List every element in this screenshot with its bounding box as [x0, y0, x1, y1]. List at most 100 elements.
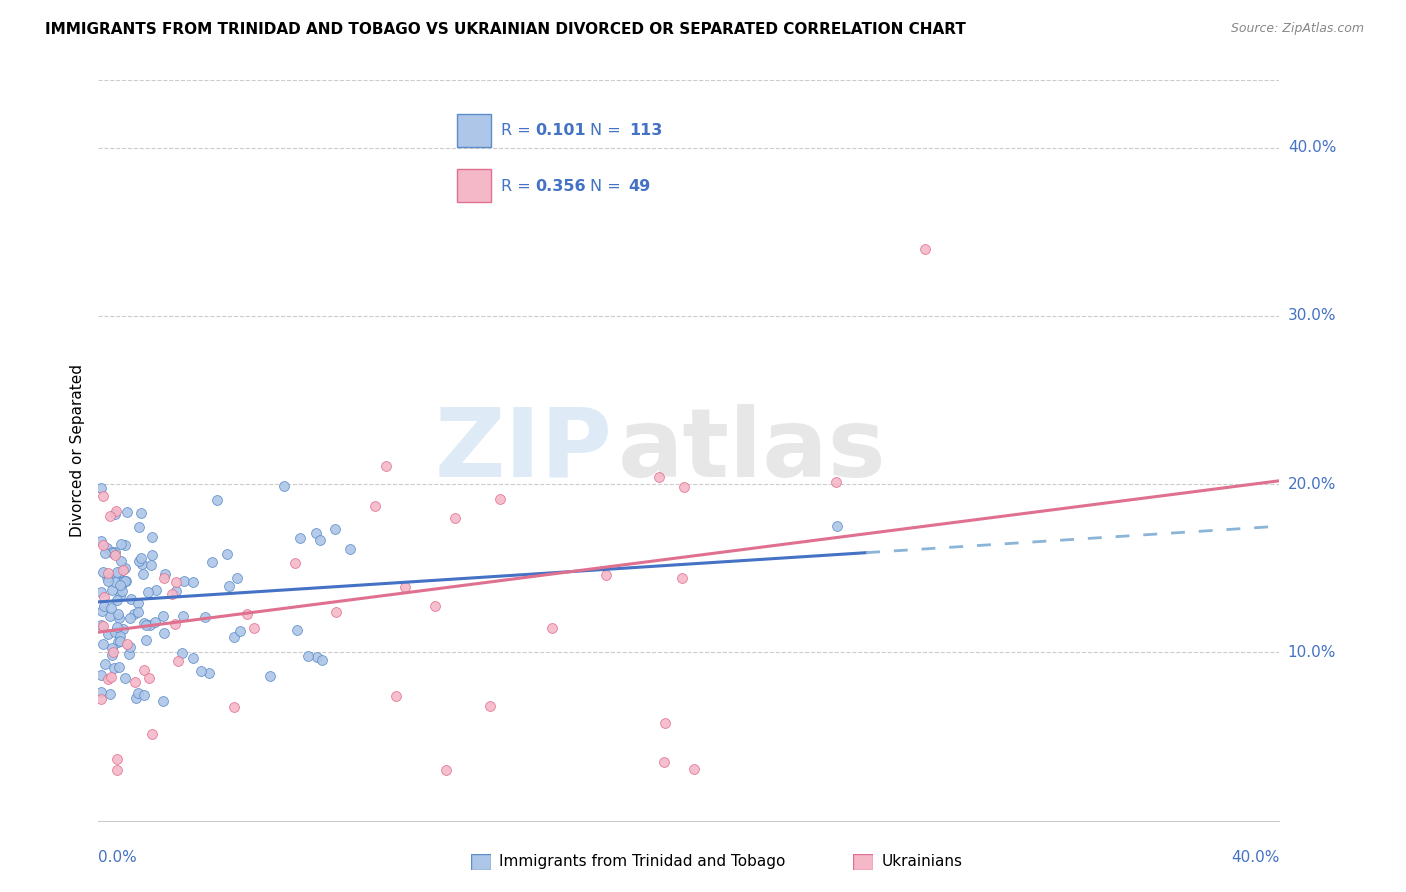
- Point: [205, 493, 228, 508]
- Point: [100, 670, 122, 684]
- Text: IMMIGRANTS FROM TRINIDAD AND TOBAGO VS UKRAINIAN DIVORCED OR SEPARATED CORRELATI: IMMIGRANTS FROM TRINIDAD AND TOBAGO VS U…: [45, 22, 966, 37]
- Point: [104, 548, 127, 562]
- Point: [134, 663, 156, 677]
- Point: [363, 500, 385, 514]
- Point: [229, 624, 252, 638]
- Point: [167, 654, 190, 668]
- Point: [105, 763, 128, 777]
- Point: [98, 569, 121, 583]
- Point: [141, 530, 163, 544]
- Point: [114, 574, 136, 588]
- Text: Immigrants from Trinidad and Tobago: Immigrants from Trinidad and Tobago: [499, 855, 786, 869]
- Point: [100, 583, 122, 598]
- Point: [394, 580, 416, 594]
- Point: [127, 596, 149, 610]
- Point: [218, 579, 240, 593]
- Point: [100, 648, 122, 662]
- Point: [671, 571, 693, 585]
- Point: [165, 584, 187, 599]
- Point: [93, 637, 115, 651]
- Point: [190, 664, 212, 678]
- Point: [654, 716, 676, 731]
- Point: [541, 622, 564, 636]
- Point: [825, 475, 848, 489]
- Point: [139, 618, 162, 632]
- Point: [100, 600, 122, 615]
- Text: atlas: atlas: [619, 404, 887, 497]
- Point: [129, 551, 152, 566]
- Point: [914, 242, 936, 256]
- Point: [100, 608, 122, 623]
- Point: [108, 589, 131, 603]
- Text: 40.0%: 40.0%: [1232, 850, 1279, 865]
- Point: [94, 657, 117, 672]
- Point: [181, 651, 204, 665]
- Text: 40.0%: 40.0%: [1288, 140, 1336, 155]
- Point: [90, 533, 112, 548]
- Point: [108, 611, 131, 625]
- Text: 0.0%: 0.0%: [98, 850, 138, 865]
- Point: [93, 599, 115, 614]
- Point: [323, 522, 346, 536]
- Point: [152, 694, 174, 708]
- Point: [285, 623, 308, 637]
- Point: [478, 699, 501, 714]
- Point: [94, 546, 117, 560]
- Point: [97, 672, 120, 686]
- Point: [104, 545, 127, 559]
- Point: [101, 641, 124, 656]
- Point: [375, 459, 398, 474]
- Point: [114, 671, 136, 685]
- Point: [194, 609, 217, 624]
- Point: [97, 566, 120, 580]
- Text: Source: ZipAtlas.com: Source: ZipAtlas.com: [1230, 22, 1364, 36]
- Point: [103, 661, 125, 675]
- Point: [105, 620, 128, 634]
- Point: [103, 625, 125, 640]
- Point: [134, 689, 156, 703]
- Point: [243, 621, 266, 635]
- Point: [110, 554, 132, 568]
- Point: [114, 574, 136, 589]
- Point: [112, 574, 135, 588]
- Point: [118, 611, 141, 625]
- Point: [128, 554, 150, 568]
- Point: [155, 566, 177, 581]
- Point: [224, 700, 246, 714]
- Point: [100, 544, 122, 558]
- Point: [105, 752, 128, 766]
- Point: [305, 526, 328, 541]
- Point: [98, 687, 121, 701]
- Point: [226, 571, 249, 585]
- Point: [117, 637, 139, 651]
- Point: [93, 538, 115, 552]
- Point: [325, 605, 347, 619]
- Point: [825, 519, 848, 533]
- Point: [311, 653, 333, 667]
- Point: [132, 615, 155, 630]
- Point: [122, 607, 145, 621]
- Point: [652, 755, 675, 769]
- Point: [236, 607, 259, 622]
- Point: [97, 574, 120, 588]
- Point: [115, 505, 138, 519]
- Point: [444, 511, 467, 525]
- Text: Ukrainians: Ukrainians: [882, 855, 963, 869]
- Point: [160, 587, 183, 601]
- Point: [682, 762, 704, 776]
- Point: [108, 660, 131, 674]
- Point: [197, 666, 219, 681]
- Point: [339, 541, 361, 556]
- Point: [172, 646, 194, 660]
- Point: [90, 604, 112, 618]
- Point: [105, 503, 128, 517]
- Point: [98, 508, 121, 523]
- Point: [488, 491, 510, 506]
- Point: [120, 591, 142, 606]
- Point: [172, 609, 194, 624]
- Point: [91, 619, 114, 633]
- Point: [135, 633, 157, 648]
- Point: [129, 506, 152, 520]
- Point: [141, 727, 163, 741]
- Y-axis label: Divorced or Separated: Divorced or Separated: [69, 364, 84, 537]
